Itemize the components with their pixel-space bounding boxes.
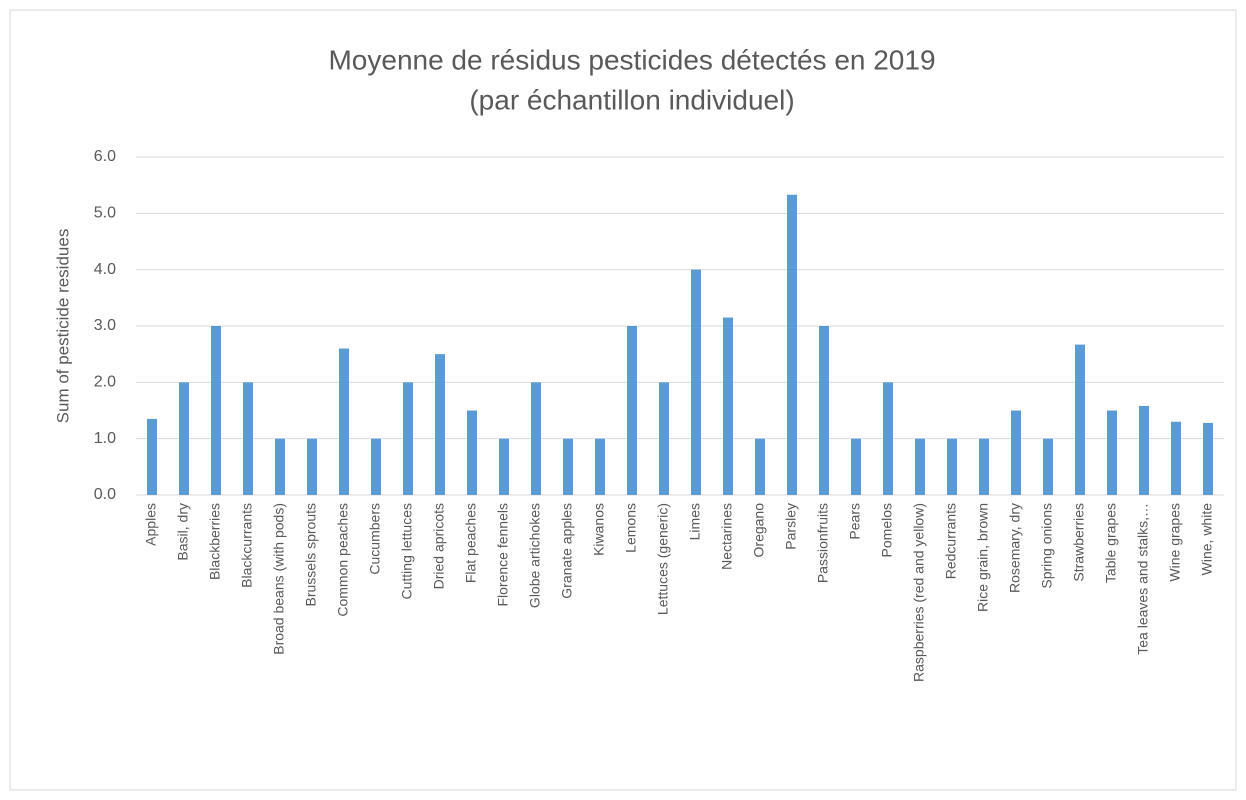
- x-tick-label: Flat peaches: [463, 503, 479, 583]
- bar: [435, 354, 445, 495]
- x-tick-label: Passionfruits: [815, 503, 831, 583]
- x-tick-label: Dried apricots: [431, 503, 447, 589]
- x-tick-label: Oregano: [751, 503, 767, 558]
- bar: [787, 194, 797, 495]
- bar: [979, 438, 989, 495]
- chart-subtitle: (par échantillon individuel): [469, 84, 794, 115]
- bar: [627, 326, 637, 495]
- x-tick-label: Lettuces (generic): [655, 503, 671, 615]
- x-tick-label: Cutting lettuces: [399, 503, 415, 600]
- x-tick-label: Globe artichokes: [527, 503, 543, 608]
- bar: [691, 269, 701, 495]
- bar: [211, 326, 221, 495]
- x-tick-label: Cucumbers: [367, 503, 383, 575]
- bar: [947, 438, 957, 495]
- bar: [307, 438, 317, 495]
- y-tick-label: 4.0: [94, 261, 116, 278]
- x-tick-label: Redcurrants: [943, 503, 959, 579]
- x-tick-label: Table grapes: [1103, 503, 1119, 583]
- x-tick-label: Blackcurrants: [239, 503, 255, 588]
- bar: [467, 410, 477, 495]
- bar: [403, 382, 413, 495]
- x-tick-label: Kiwanos: [591, 503, 607, 556]
- bar: [339, 348, 349, 495]
- x-tick-label: Strawberries: [1071, 503, 1087, 582]
- bar: [147, 418, 157, 495]
- bar: [723, 317, 733, 495]
- x-tick-label: Limes: [687, 503, 703, 540]
- bar: [883, 382, 893, 495]
- bar: [755, 438, 765, 495]
- bar: [851, 438, 861, 495]
- x-tick-label: Florence fennels: [495, 503, 511, 607]
- x-tick-label: Blackberries: [207, 503, 223, 580]
- bar: [1203, 422, 1213, 495]
- y-tick-label: 1.0: [94, 430, 116, 447]
- bar: [1011, 410, 1021, 495]
- bar: [659, 382, 669, 495]
- x-tick-label: Raspberries (red and yellow): [911, 503, 927, 682]
- x-tick-label: Parsley: [783, 503, 799, 550]
- x-tick-label: Broad beans (with pods): [271, 503, 287, 655]
- bar: [819, 326, 829, 495]
- bar: [1171, 421, 1181, 495]
- bar: [595, 438, 605, 495]
- bar: [275, 438, 285, 495]
- y-tick-label: 0.0: [94, 486, 116, 503]
- x-tick-label: Basil, dry: [175, 503, 191, 561]
- bar: [1107, 410, 1117, 495]
- x-tick-label: Granate apples: [559, 503, 575, 599]
- bar: [1075, 344, 1085, 495]
- bar: [179, 382, 189, 495]
- chart-border: [9, 9, 1237, 791]
- x-tick-label: Rosemary, dry: [1007, 503, 1023, 593]
- bar: [1043, 438, 1053, 495]
- x-tick-label: Pears: [847, 503, 863, 540]
- x-tick-label: Lemons: [623, 503, 639, 553]
- x-tick-label: Wine grapes: [1167, 503, 1183, 582]
- bar: [1139, 405, 1149, 495]
- x-tick-label: Rice grain, brown: [975, 503, 991, 612]
- y-tick-label: 5.0: [94, 205, 116, 222]
- bar: [499, 438, 509, 495]
- x-tick-label: Spring onions: [1039, 503, 1055, 589]
- bar: [243, 382, 253, 495]
- y-tick-label: 6.0: [94, 148, 116, 165]
- x-tick-label: Brussels sprouts: [303, 503, 319, 606]
- y-tick-label: 2.0: [94, 374, 116, 391]
- bar: [915, 438, 925, 495]
- x-tick-label: Wine, white: [1199, 503, 1215, 576]
- bar: [531, 382, 541, 495]
- x-tick-label: Pomelos: [879, 503, 895, 557]
- x-tick-label: Tea leaves and stalks,…: [1135, 503, 1151, 655]
- x-tick-label: Apples: [143, 503, 159, 546]
- bar: [371, 438, 381, 495]
- chart-title: Moyenne de résidus pesticides détectés e…: [328, 44, 935, 75]
- x-tick-label: Common peaches: [335, 503, 351, 617]
- x-tick-label: Nectarines: [719, 503, 735, 570]
- y-axis-label: Sum of pesticide residues: [53, 229, 72, 424]
- y-tick-label: 3.0: [94, 317, 116, 334]
- bar: [563, 438, 573, 495]
